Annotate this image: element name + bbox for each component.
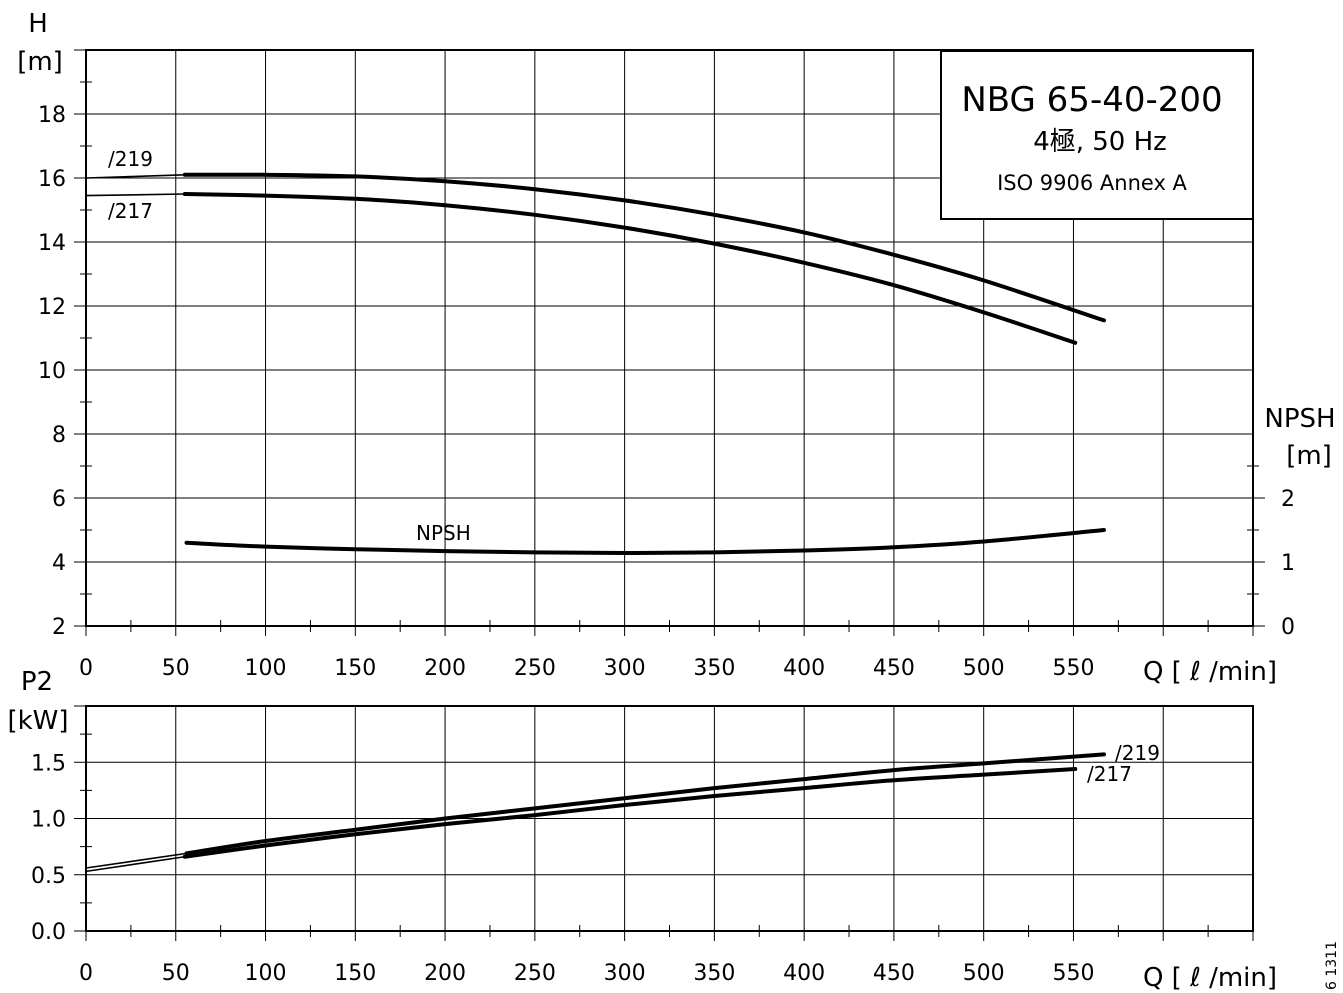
npsh-series-label: NPSH [416, 521, 471, 545]
head-x-tick-label: 50 [162, 656, 190, 681]
head-y-tick-label: 12 [38, 295, 66, 320]
power-ylabel-symbol: P2 [21, 667, 53, 697]
power-series-label-219: /219 [1115, 741, 1160, 765]
head-x-tick-label: 0 [79, 656, 93, 681]
head-x-tick-label: 250 [514, 656, 556, 681]
head-y-tick-label: 4 [52, 551, 66, 576]
power-x-tick-label: 450 [873, 961, 915, 986]
power-curve-219 [184, 752, 1106, 856]
model-subtitle: 4極, 50 Hz [1033, 127, 1167, 157]
power-y-tick-label: 1.0 [31, 808, 66, 833]
head-y-tick-label: 2 [52, 615, 66, 640]
power-grid: 0 50 100 150 200 250 300 350 400 450 500 550 0.0 0.5 1… [31, 705, 1254, 986]
head-ylabel-symbol: H [28, 9, 48, 39]
model-title: NBG 65-40-200 [961, 80, 1222, 120]
head-ylabel-unit: [m] [17, 47, 63, 77]
head-curve-217 [182, 192, 1078, 345]
npsh-ylabel-symbol: NPSH [1264, 404, 1335, 434]
power-x-tick-label: 300 [604, 961, 646, 986]
head-y2-tick-label: 1 [1281, 551, 1295, 576]
head-extension-217 [85, 193, 185, 197]
head-y-tick-label: 18 [38, 103, 66, 128]
power-xlabel: Q [ ℓ /min] [1143, 963, 1277, 993]
power-x-tick-label: 400 [783, 961, 825, 986]
title-box [940, 50, 1254, 220]
power-x-tick-label: 100 [245, 961, 287, 986]
document-code: 6 1311 [1324, 941, 1340, 990]
head-x-tick-label: 350 [693, 656, 735, 681]
head-curve-219 [182, 172, 1106, 323]
head-x-tick-label: 300 [604, 656, 646, 681]
curves [85, 172, 1106, 873]
head-x-tick-label: 450 [873, 656, 915, 681]
standard-label: ISO 9906 Annex A [997, 171, 1187, 195]
head-xlabel: Q [ ℓ /min] [1143, 657, 1277, 687]
power-ylabel-unit: [kW] [7, 706, 68, 736]
head-y-tick-label: 10 [38, 359, 66, 384]
head-x-tick-label: 550 [1052, 656, 1094, 681]
head-curve-npsh [184, 528, 1106, 556]
head-y-tick-label: 16 [38, 167, 66, 192]
power-series-label-217: /217 [1087, 762, 1132, 786]
power-curve-217 [182, 767, 1078, 859]
head-x-tick-label: 400 [783, 656, 825, 681]
power-x-tick-label: 50 [162, 961, 190, 986]
head-x-tick-label: 100 [245, 656, 287, 681]
npsh-ylabel-unit: [m] [1286, 441, 1332, 471]
head-y2-tick-label: 2 [1281, 487, 1295, 512]
head-y-tick-label: 14 [38, 231, 66, 256]
power-x-tick-label: 0 [79, 961, 93, 986]
power-y-tick-label: 0.0 [31, 920, 66, 945]
power-plot-frame [85, 705, 1254, 932]
power-x-tick-label: 550 [1052, 961, 1094, 986]
head-x-tick-label: 200 [424, 656, 466, 681]
head-series-label-217: /217 [108, 199, 153, 223]
head-x-tick-label: 500 [963, 656, 1005, 681]
head-y2-tick-label: 0 [1281, 615, 1295, 640]
head-extension-219 [85, 174, 185, 179]
power-y-tick-label: 0.5 [31, 864, 66, 889]
power-x-tick-label: 200 [424, 961, 466, 986]
head-plot-frame [85, 49, 1254, 627]
power-extension-217 [85, 855, 185, 873]
head-grid: 0 50 100 150 200 250 300 350 400 450 500 5502468101… [38, 49, 1295, 681]
power-y-tick-label: 1.5 [31, 751, 66, 776]
power-x-tick-label: 150 [334, 961, 376, 986]
head-y-tick-label: 6 [52, 487, 66, 512]
head-series-label-219: /219 [108, 147, 153, 171]
power-extension-219 [85, 852, 187, 869]
power-x-tick-label: 350 [693, 961, 735, 986]
head-y-tick-label: 8 [52, 423, 66, 448]
power-x-tick-label: 250 [514, 961, 556, 986]
head-x-tick-label: 150 [334, 656, 376, 681]
power-x-tick-label: 500 [963, 961, 1005, 986]
